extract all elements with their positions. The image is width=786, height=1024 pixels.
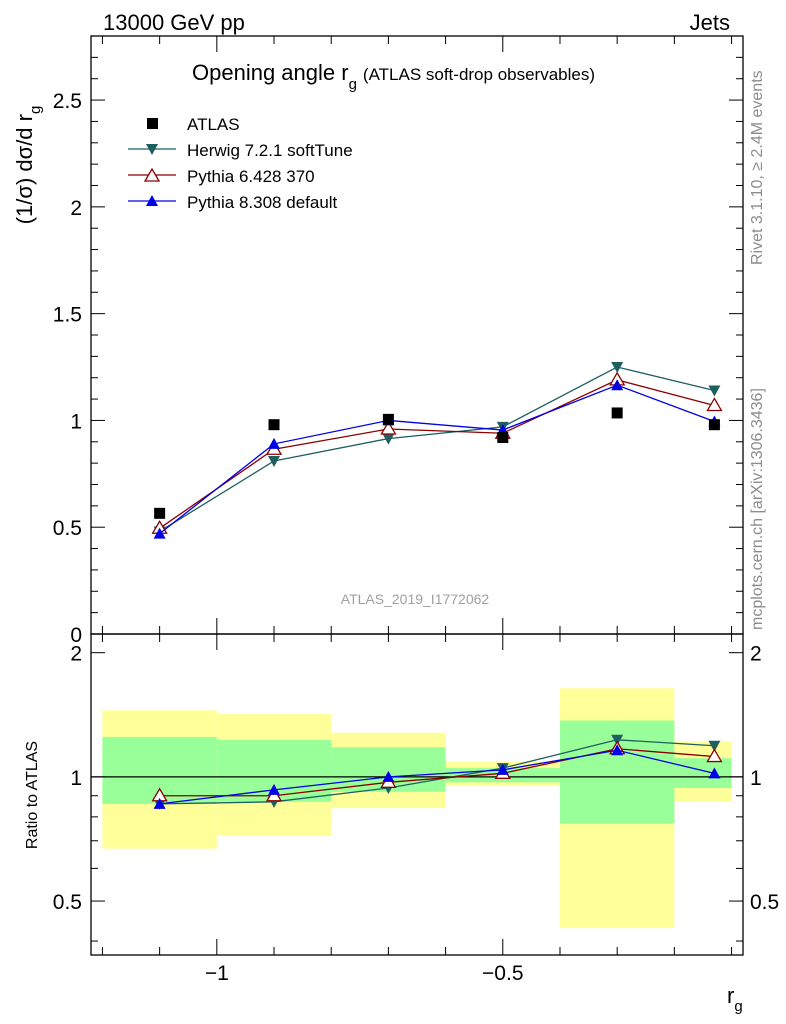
ratio-point-herwig (708, 740, 721, 752)
ratio-y-tick-label-right: 1 (750, 767, 762, 790)
x-tick-label: −1 (205, 962, 229, 985)
ratio-point-pythia6 (706, 748, 723, 763)
legend-marker-pythia8 (146, 195, 158, 206)
ratio-y-tick-label-right: 2 (750, 643, 762, 666)
header-right: Jets (690, 10, 730, 35)
main-point-pythia8 (268, 437, 281, 449)
main-line-pythia6 (159, 379, 715, 529)
main-point-herwig (382, 433, 395, 445)
plot-title: Opening angle rg(ATLAS soft-drop observa… (192, 60, 595, 93)
header-left: 13000 GeV pp (103, 10, 245, 35)
y-tick-label: 1.5 (53, 304, 82, 327)
legend-label-atlas: ATLAS (187, 115, 240, 134)
ratio-point-pythia8 (708, 767, 721, 779)
ratio-line-pythia8 (159, 749, 715, 805)
ratio-point-pythia8 (268, 783, 281, 795)
legend-label-pythia8: Pythia 8.308 default (187, 193, 338, 212)
ratio-point-pythia8 (153, 797, 166, 809)
main-point-pythia8 (153, 527, 166, 539)
main-point-herwig (708, 385, 721, 397)
ratio-point-herwig (611, 734, 624, 746)
legend-marker-pythia6 (143, 167, 161, 182)
main-point-atlas (382, 413, 394, 425)
main-point-atlas (154, 507, 166, 519)
y-tick-label: 2 (70, 197, 82, 220)
ratio-y-axis-label: Ratio to ATLAS (24, 741, 41, 849)
legend-marker-atlas (147, 118, 158, 129)
ratio-y-tick-label-right: 0.5 (750, 891, 779, 914)
svg-text:(1/σ) dσ/d rg: (1/σ) dσ/d rg (12, 106, 44, 225)
ratio-point-pythia8 (496, 763, 509, 775)
main-point-pythia8 (611, 379, 624, 391)
main-line-herwig (159, 366, 715, 533)
ratio-band-inner (674, 758, 732, 788)
rivet-version-text: Rivet 3.1.10, ≥ 2.4M events (749, 70, 766, 265)
legend-label-herwig: Herwig 7.2.1 softTune (187, 141, 353, 160)
legend-label-pythia6: Pythia 6.428 370 (187, 167, 315, 186)
main-point-atlas (708, 419, 720, 431)
main-line-pythia8 (159, 384, 715, 535)
x-tick-label: −0.5 (482, 962, 523, 985)
ratio-point-pythia8 (611, 744, 624, 756)
ratio-point-pythia8 (382, 770, 395, 782)
mcplots-text: mcplots.cern.ch [arXiv:1306.3436] (749, 388, 766, 630)
main-point-atlas (611, 407, 623, 419)
main-point-atlas (268, 419, 280, 431)
main-point-herwig (268, 456, 281, 468)
ratio-y-tick-label: 2 (70, 643, 82, 666)
main-point-pythia6 (706, 397, 723, 412)
ratio-line-pythia6 (159, 748, 715, 797)
main-point-herwig (611, 362, 624, 374)
y-tick-label: 0.5 (53, 517, 82, 540)
legend-marker-herwig (146, 144, 158, 155)
y-tick-label: 0 (70, 624, 82, 647)
main-point-atlas (497, 432, 509, 444)
analysis-watermark: ATLAS_2019_I1772062 (341, 591, 490, 607)
ratio-y-tick-label: 0.5 (53, 891, 82, 914)
x-axis-label: rg (727, 983, 743, 1015)
ratio-y-tick-label: 1 (70, 767, 82, 790)
legend: ATLAS Herwig 7.2.1 softTune Pythia 6.428… (128, 115, 353, 212)
main-point-pythia6 (380, 420, 397, 435)
y-axis-label: (1/σ) dσ/d rg (12, 106, 44, 225)
y-tick-label: 2.5 (53, 90, 82, 113)
y-tick-label: 1 (70, 410, 82, 433)
ratio-plot-frame (90, 633, 744, 956)
